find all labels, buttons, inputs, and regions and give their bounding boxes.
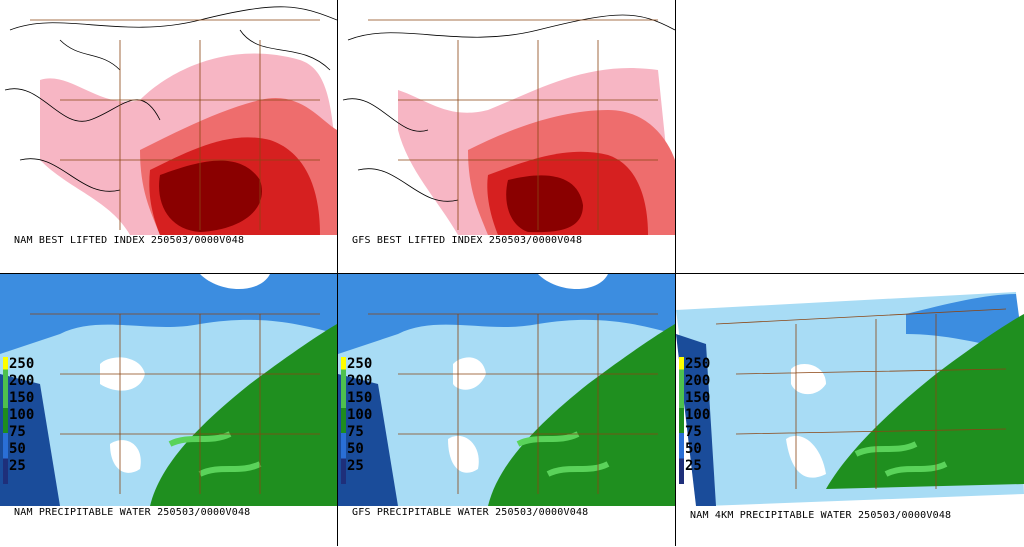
legend-label: 250 <box>347 356 373 372</box>
legend-label: 50 <box>9 441 26 457</box>
legend-color-bar <box>679 357 684 484</box>
panel-gfs-precipitable-water: 250 200 150 100 75 50 25 GFS PRECIPITABL… <box>338 274 675 547</box>
panel-gfs-lifted-index: GFS BEST LIFTED INDEX 250503/0000V048 <box>338 0 675 273</box>
legend-label: 50 <box>347 441 364 457</box>
legend-label: 75 <box>685 424 702 440</box>
legend-label: 100 <box>9 407 35 423</box>
legend-color-bar <box>341 357 346 484</box>
legend-label: 25 <box>9 458 26 474</box>
nam-lifted-index-map <box>0 0 337 235</box>
panel-nam-precipitable-water: 250 200 150 100 75 50 25 NAM PRECIPITABL… <box>0 274 337 547</box>
legend-label: 100 <box>347 407 373 423</box>
panel-caption: GFS BEST LIFTED INDEX 250503/0000V048 <box>352 235 583 246</box>
legend-label: 75 <box>9 424 26 440</box>
legend-label: 25 <box>685 458 702 474</box>
legend-label: 75 <box>347 424 364 440</box>
panel-nam-lifted-index: NAM BEST LIFTED INDEX 250503/0000V048 <box>0 0 337 273</box>
legend-label: 200 <box>685 373 711 389</box>
legend-label: 200 <box>347 373 373 389</box>
panel-divider <box>0 273 1024 274</box>
nam-4km-pw-map <box>676 274 1024 506</box>
panel-divider <box>675 0 676 273</box>
legend-label: 150 <box>347 390 373 406</box>
legend-label: 100 <box>685 407 711 423</box>
legend-color-bar <box>3 357 8 484</box>
legend-label: 250 <box>685 356 711 372</box>
legend-label: 150 <box>9 390 35 406</box>
panel-caption: NAM PRECIPITABLE WATER 250503/0000V048 <box>14 507 251 518</box>
gfs-pw-map <box>338 274 675 506</box>
panel-nam-4km-precipitable-water: 250 200 150 100 75 50 25 NAM 4KM PRECIPI… <box>676 274 1024 547</box>
legend-label: 25 <box>347 458 364 474</box>
legend-label: 250 <box>9 356 35 372</box>
panel-caption: GFS PRECIPITABLE WATER 250503/0000V048 <box>352 507 589 518</box>
nam-pw-map <box>0 274 337 506</box>
panel-caption: NAM 4KM PRECIPITABLE WATER 250503/0000V0… <box>690 510 952 521</box>
gfs-lifted-index-map <box>338 0 675 235</box>
legend-label: 150 <box>685 390 711 406</box>
legend-label: 50 <box>685 441 702 457</box>
panel-divider <box>675 273 676 546</box>
legend-label: 200 <box>9 373 35 389</box>
panel-caption: NAM BEST LIFTED INDEX 250503/0000V048 <box>14 235 245 246</box>
